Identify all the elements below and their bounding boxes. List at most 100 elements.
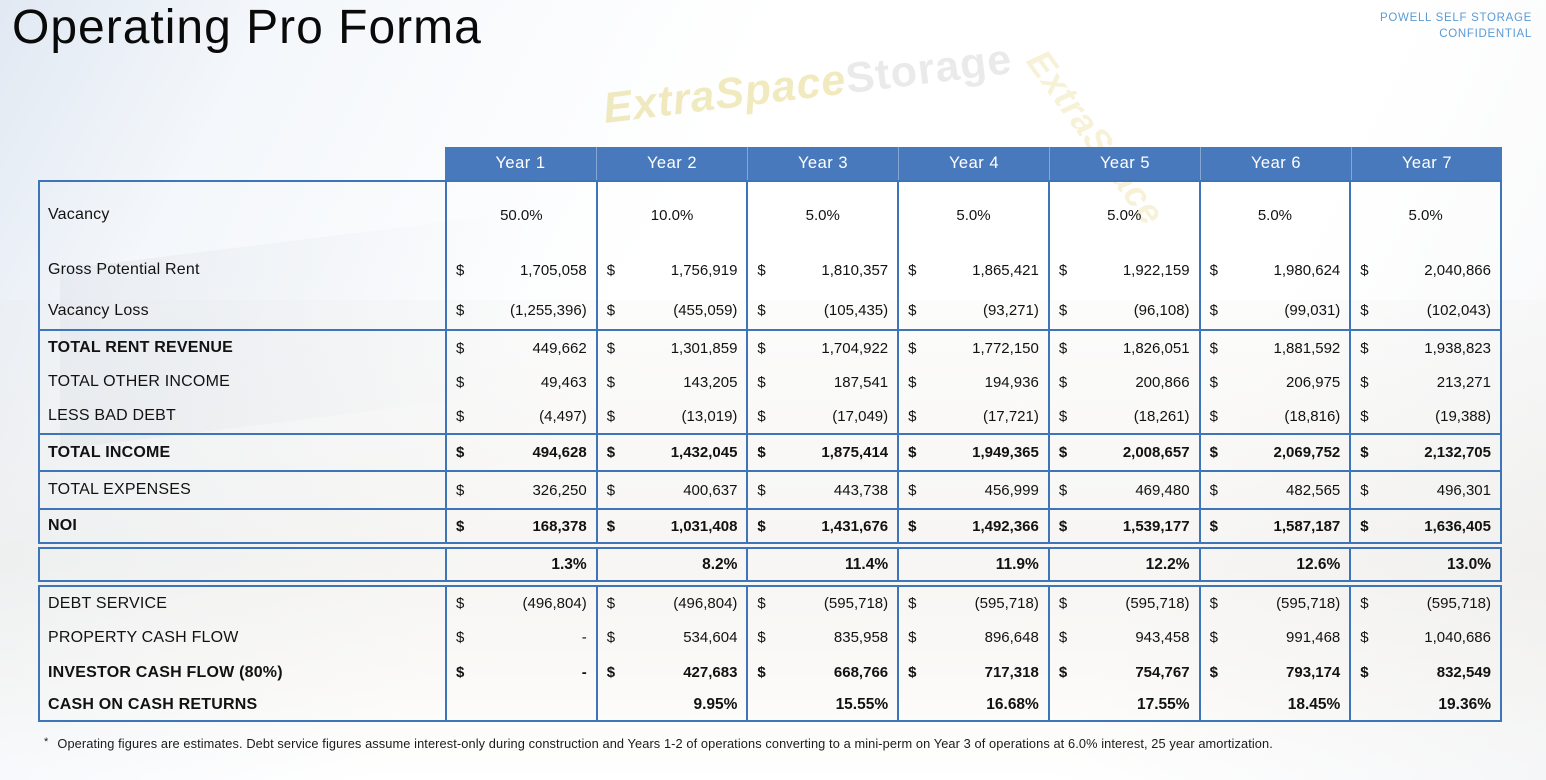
cell-value: 16.68%: [986, 696, 1039, 713]
dollar-sign: $: [757, 517, 766, 535]
cell-value: 793,174: [1286, 664, 1341, 681]
cell-year-6: 12.6%: [1198, 549, 1350, 580]
dollar-sign: $: [1058, 339, 1068, 357]
cell-year-5: $943,458: [1047, 620, 1199, 655]
row-label: TOTAL EXPENSES: [48, 481, 191, 498]
cell-value: 12.6%: [1296, 555, 1341, 573]
cell-value: 12.2%: [1145, 555, 1190, 573]
dollar-sign: $: [456, 339, 465, 357]
dollar-sign: $: [1209, 444, 1218, 461]
table-body: Vacancy 50.0% 10.0% 5.0% 5.0% 5.0% 5.0% 5.0% Gro…: [38, 180, 1502, 722]
cell-value: 5.0%: [1107, 206, 1142, 224]
dollar-sign: $: [908, 664, 917, 681]
cell-value: 10.0%: [650, 206, 694, 224]
cell-value: 443,738: [833, 481, 889, 499]
cell-year-2: $ (496,804): [595, 587, 747, 620]
cell-value: 1,938,823: [1424, 339, 1491, 357]
cell-value: (1,255,396): [509, 302, 587, 319]
cell-year-5: $200,866: [1047, 365, 1199, 399]
cell-year-1: $1,705,058: [445, 248, 596, 292]
extraspace-storage-watermark: ExtraSpaceStorage: [601, 35, 1015, 134]
cell-value: 9.95%: [693, 696, 738, 713]
cell-year-2: $1,432,045: [595, 435, 747, 470]
cell-year-7: $213,271: [1349, 365, 1500, 399]
cell-year-3: 5.0%: [746, 182, 897, 248]
cell-value: 1,432,045: [670, 444, 738, 461]
cell-value: 1,539,177: [1122, 517, 1190, 535]
cell-year-5: $ (18,261): [1047, 399, 1199, 433]
cell-value: 194,936: [984, 373, 1039, 391]
row-gross-potential-rent: Gross Potential Rent $1,705,058 $1,756,919…: [40, 248, 1500, 292]
cell-year-3: $1,431,676: [746, 510, 897, 542]
cell-year-2: $400,637: [595, 472, 747, 508]
cell-year-1: $ (1,255,396): [445, 292, 596, 329]
dollar-sign: $: [606, 517, 616, 535]
dollar-sign: $: [1360, 261, 1369, 279]
confidential-stamp: POWELL SELF STORAGE CONFIDENTIAL: [1380, 10, 1532, 42]
cell-year-5: 5.0%: [1047, 182, 1199, 248]
cell-value: 326,250: [532, 481, 587, 499]
cell-value: 1,301,859: [670, 339, 738, 357]
dollar-sign: $: [757, 629, 766, 646]
year-header-row: Year 1 Year 2 Year 3 Year 4 Year 5 Year …: [445, 147, 1502, 180]
row-label: PROPERTY CASH FLOW: [48, 628, 239, 646]
cell-value: 206,975: [1286, 373, 1341, 391]
cell-value: (102,043): [1426, 302, 1491, 319]
cell-year-2: 10.0%: [595, 182, 747, 248]
cell-value: 534,604: [683, 629, 738, 646]
row-label: LESS BAD DEBT: [48, 407, 176, 424]
dollar-sign: $: [606, 302, 616, 319]
dollar-sign: $: [1209, 302, 1218, 319]
dollar-sign: $: [1058, 517, 1068, 535]
table-group-4: TOTAL EXPENSES $326,250 $400,637 $443,738 $4…: [38, 470, 1502, 510]
cell-value: 8.2%: [702, 555, 738, 573]
cell-value: 835,958: [833, 629, 889, 646]
dollar-sign: $: [606, 444, 616, 461]
row-label: DEBT SERVICE: [48, 594, 168, 612]
cell-year-5: 17.55%: [1047, 690, 1199, 720]
dollar-sign: $: [456, 444, 465, 461]
cell-value: 943,458: [1135, 629, 1190, 646]
dollar-sign: $: [1360, 407, 1369, 425]
row-total-expenses: TOTAL EXPENSES $326,250 $400,637 $443,738 $4…: [40, 472, 1500, 508]
brand-line1: POWELL SELF STORAGE: [1380, 12, 1532, 24]
cell-value: 469,480: [1135, 481, 1190, 499]
dollar-sign: $: [456, 373, 465, 391]
dollar-sign: $: [456, 407, 465, 425]
cell-year-4: $194,936: [897, 365, 1048, 399]
cell-year-1: $494,628: [445, 435, 596, 470]
dollar-sign: $: [757, 664, 766, 681]
year-header-6: Year 6: [1200, 147, 1351, 180]
row-total-rent-revenue: TOTAL RENT REVENUE $449,662 $1,301,859 $1,7…: [40, 331, 1500, 365]
dollar-sign: $: [1058, 664, 1068, 681]
footnote: * Operating figures are estimates. Debt s…: [44, 736, 1514, 751]
cell-year-7: $1,040,686: [1349, 620, 1500, 655]
cell-value: 832,549: [1436, 664, 1491, 681]
cell-value: 5.0%: [1257, 206, 1293, 224]
year-header-7: Year 7: [1351, 147, 1502, 180]
cell-value: 11.9%: [995, 555, 1039, 573]
cell-value: (17,721): [982, 407, 1039, 425]
cell-year-6: $482,565: [1198, 472, 1350, 508]
dollar-sign: $: [606, 261, 616, 279]
cell-year-5: 12.2%: [1047, 549, 1199, 580]
cell-value: 1,756,919: [670, 261, 738, 279]
dollar-sign: $: [757, 339, 766, 357]
cell-year-7: $ (595,718): [1349, 587, 1500, 620]
row-debt-service: DEBT SERVICE $ (496,804) $ (496,804) $ (595,71…: [40, 587, 1500, 620]
cell-year-1: $ (496,804): [445, 587, 596, 620]
cell-value: 2,008,657: [1122, 444, 1190, 461]
dollar-sign: $: [908, 444, 917, 461]
row-label: INVESTOR CASH FLOW (80%): [48, 663, 283, 681]
cell-year-3: $443,738: [746, 472, 897, 508]
cell-value: 1.3%: [551, 555, 587, 573]
cell-value: (18,816): [1284, 407, 1341, 425]
cell-value: 1,810,357: [821, 261, 889, 279]
cell-year-3: $835,958: [746, 620, 897, 655]
cell-year-5: $ (595,718): [1047, 587, 1199, 620]
cell-value: (17,049): [832, 407, 889, 425]
cell-value: 19.36%: [1438, 696, 1491, 713]
cell-year-1: $ -: [445, 655, 596, 690]
cell-year-3: 11.4%: [746, 549, 897, 580]
cell-value: 1,980,624: [1273, 261, 1341, 279]
